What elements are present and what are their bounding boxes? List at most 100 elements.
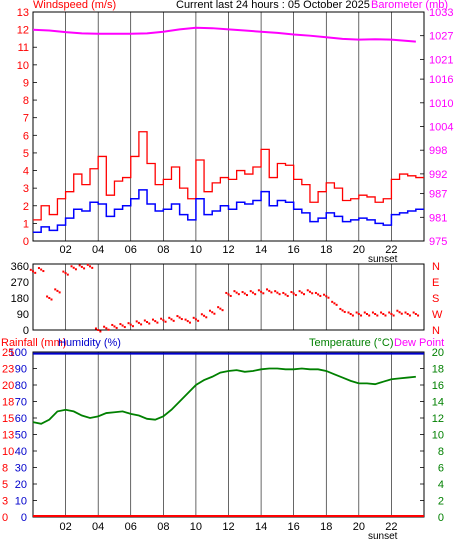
direction-point	[351, 314, 354, 317]
wind-xtick-label: 22	[385, 244, 397, 256]
temp-xtick-label: 18	[320, 521, 332, 533]
wind-xtick-label: 02	[59, 244, 71, 256]
temp-xtick-label: 08	[157, 521, 169, 533]
direction-point	[66, 273, 69, 276]
baro-ytick-label: 1016	[429, 74, 453, 86]
baro-ytick-label: 981	[429, 212, 447, 224]
direction-point	[213, 312, 216, 315]
temperature-ytick-label: 6	[438, 463, 444, 475]
direction-point	[343, 310, 346, 313]
direction-point	[78, 264, 81, 267]
direction-point	[376, 314, 379, 317]
wind-xtick-label: 14	[255, 244, 267, 256]
humidity-ytick-label: 0	[21, 512, 27, 524]
direction-point	[349, 313, 352, 315]
direction-axis-labels: 0 90 180 270 360	[11, 261, 29, 337]
direction-point	[314, 291, 317, 294]
direction-point	[254, 293, 257, 296]
direction-point	[388, 311, 391, 314]
direction-point	[94, 327, 97, 330]
direction-point	[72, 266, 75, 269]
direction-point	[276, 291, 279, 294]
direction-point	[227, 293, 230, 296]
direction-point	[243, 292, 246, 295]
temperature-ytick-label: 0	[438, 512, 444, 524]
wind-xtick-label: 06	[125, 244, 137, 256]
direction-point	[266, 288, 269, 291]
humidity-ytick-label: 10	[15, 496, 27, 508]
direction-point	[225, 291, 228, 294]
temperature-axis-labels: 0 2 4 6 8 10 12 14 16 18 20	[432, 347, 444, 524]
direction-point	[34, 271, 37, 274]
wind-xtick-label: 20	[353, 244, 365, 256]
direction-point	[417, 314, 420, 317]
direction-point	[74, 268, 77, 271]
baro-ytick-label: 992	[429, 169, 447, 181]
temperature-ytick-label: 10	[432, 430, 444, 442]
direction-point	[355, 311, 358, 314]
temperature-ytick-label: 4	[438, 479, 444, 491]
direction-point	[103, 325, 106, 328]
direction-point	[178, 316, 181, 319]
direction-point	[140, 323, 143, 326]
direction-point	[219, 307, 222, 310]
direction-point	[200, 313, 203, 316]
wind-xtick-label: 12	[222, 244, 234, 256]
direction-point	[148, 322, 151, 325]
baro-ytick-label: 987	[429, 189, 447, 201]
direction-point	[192, 316, 195, 319]
barometer-line	[32, 26, 416, 43]
barometer-axis-labels: 975 981 987 992 998 1004 1010 1016 1021 1027 1033	[429, 7, 453, 248]
rain-ytick-label: 5	[2, 479, 8, 491]
dir-ytick-label: 270	[11, 277, 29, 289]
direction-point	[319, 294, 322, 297]
direction-point	[154, 320, 157, 323]
humidity-ytick-label: 50	[15, 430, 27, 442]
direction-series	[29, 263, 420, 333]
rain-ytick-label: 3	[2, 496, 8, 508]
wind-ytick-label: 4	[23, 166, 29, 178]
direction-point	[327, 296, 330, 299]
rain-ytick-label: 18	[2, 397, 14, 409]
direction-point	[298, 290, 301, 293]
baro-ytick-label: 1033	[429, 7, 453, 19]
direction-point	[50, 298, 53, 301]
direction-point	[308, 290, 311, 293]
temp-xtick-label: 10	[190, 521, 202, 533]
direction-point	[176, 315, 179, 318]
compass-label: N	[432, 261, 440, 273]
direction-point	[58, 291, 61, 294]
direction-point	[398, 311, 401, 314]
direction-point	[360, 314, 363, 317]
direction-point	[168, 316, 171, 319]
humidity-title: Humidity (%)	[58, 337, 121, 349]
direction-point	[371, 311, 374, 314]
direction-point	[186, 320, 189, 323]
baro-ytick-label: 1010	[429, 98, 453, 110]
humidity-ytick-label: 70	[15, 397, 27, 409]
rain-ytick-label: 20	[2, 380, 14, 392]
direction-point	[251, 291, 254, 294]
direction-point	[347, 311, 350, 314]
direction-point	[97, 329, 100, 331]
direction-point	[333, 302, 336, 305]
direction-point	[46, 295, 49, 298]
temp-xtick-label: 04	[92, 521, 104, 533]
temperature-line	[32, 367, 416, 425]
temperature-ytick-label: 14	[432, 397, 444, 409]
wind-ytick-label: 1	[23, 218, 29, 230]
direction-point	[180, 318, 183, 321]
direction-point	[282, 291, 285, 294]
direction-point	[325, 295, 328, 298]
temperature-ytick-label: 20	[432, 347, 444, 359]
wind-ytick-label: 3	[23, 183, 29, 195]
direction-point	[197, 319, 200, 322]
wind-ytick-label: 7	[23, 113, 29, 125]
direction-point	[245, 294, 248, 297]
temp-series	[32, 352, 424, 517]
direction-point	[54, 288, 57, 291]
direction-point	[365, 313, 368, 315]
temperature-title: Temperature (°C)	[309, 337, 393, 349]
temperature-ytick-label: 12	[432, 413, 444, 425]
